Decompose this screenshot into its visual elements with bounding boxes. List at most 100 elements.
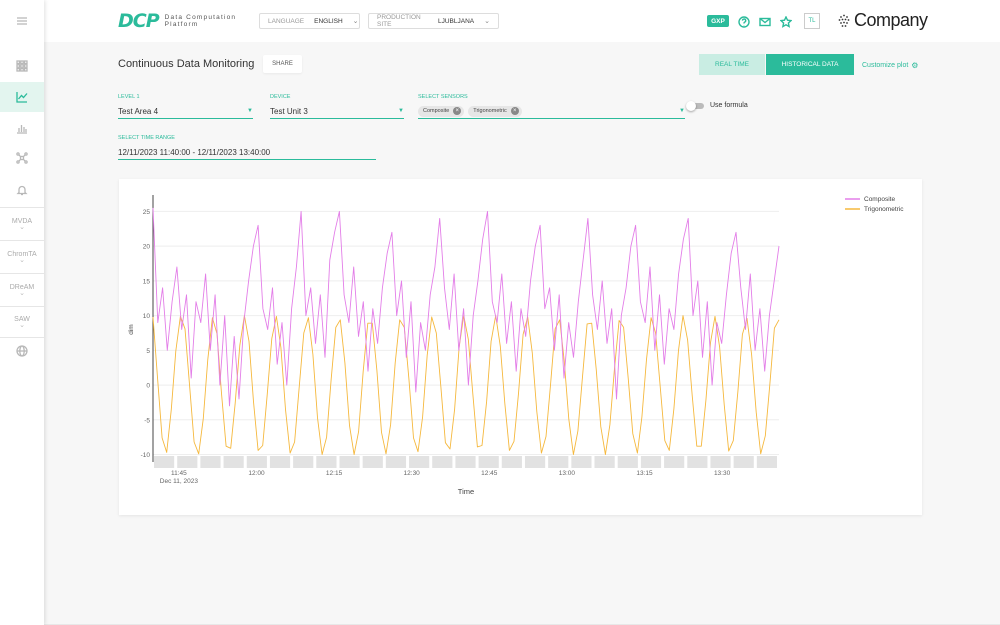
sensor-chip-label: Composite [423,108,450,114]
sidebar-item-label: ChromTA [7,250,37,258]
toggle-knob [686,100,696,111]
page-title: Continuous Data Monitoring [118,58,255,70]
molecule-icon[interactable] [0,147,44,169]
range-slider-segment[interactable] [455,456,476,468]
logo-line-1: Data Computation [164,14,237,21]
sidebar: MVDA ⌄ ChromTA ⌄ DReAM ⌄ SAW ⌄ [0,0,44,625]
production-site-label: PRODUCTION SITE [377,14,421,28]
language-select[interactable]: LANGUAGE ENGLISH ⌄ [259,13,360,29]
sensor-chip-composite[interactable]: Composite × [418,105,465,117]
range-slider-segment[interactable] [501,456,522,468]
device-label: DEVICE [270,94,291,100]
y-tick-label: 20 [143,244,151,251]
tab-historical-data[interactable]: HISTORICAL DATA [766,54,854,75]
sidebar-item-saw[interactable]: SAW ⌄ [0,311,44,333]
star-icon[interactable] [779,15,793,28]
range-slider-segment[interactable] [617,456,638,468]
range-slider-segment[interactable] [362,456,383,468]
sensors-label: SELECT SENSORS [418,94,468,100]
y-axis-label: dim [128,324,135,334]
mail-icon[interactable] [759,15,771,27]
range-slider-segment[interactable] [756,456,777,468]
share-button[interactable]: SHARE [263,55,302,73]
use-formula-label: Use formula [710,102,748,109]
sidebar-item-label: MVDA [11,217,33,225]
app-logo[interactable]: DCP Data Computation Platform [118,10,236,32]
range-slider-segment[interactable] [246,456,267,468]
language-label: LANGUAGE [268,17,305,25]
production-site-value: LJUBLJANA [438,17,475,25]
sidebar-item-mvda[interactable]: MVDA ⌄ [0,213,44,235]
level1-select[interactable]: Test Area 4 ▼ [118,104,253,119]
sidebar-item-dream[interactable]: DReAM ⌄ [0,279,44,301]
range-slider-segment[interactable] [687,456,708,468]
sidebar-divider [0,273,44,274]
sensor-chip-label: Trigonometric [473,108,507,114]
range-slider-segment[interactable] [177,456,198,468]
range-slider-segment[interactable] [432,456,453,468]
range-slider-segment[interactable] [664,456,685,468]
use-formula-toggle[interactable]: Use formula [686,100,748,111]
bar-chart-icon[interactable] [0,117,44,139]
level1-value: Test Area 4 [118,106,159,116]
y-tick-label: 15 [143,278,151,285]
sidebar-item-label: DReAM [9,283,35,291]
top-bar: DCP Data Computation Platform LANGUAGE E… [44,0,1000,42]
user-avatar[interactable]: TL [804,13,820,29]
sensor-chip-trigonometric[interactable]: Trigonometric × [468,105,522,117]
range-slider-segment[interactable] [548,456,569,468]
device-value: Test Unit 3 [270,106,308,116]
range-slider-segment[interactable] [339,456,360,468]
range-slider-segment[interactable] [223,456,244,468]
range-slider-segment[interactable] [571,456,592,468]
x-tick-label: 12:00 [248,470,265,477]
dropdown-arrow-icon: ▼ [398,108,404,114]
tab-real-time[interactable]: REAL TIME [699,54,765,75]
range-slider-segment[interactable] [293,456,314,468]
range-slider-segment[interactable] [640,456,662,468]
range-slider-segment[interactable] [316,456,337,468]
gxp-badge[interactable]: GXP [707,15,729,27]
x-tick-label: 13:00 [559,470,576,477]
chevron-down-icon: ⌄ [484,18,490,25]
device-select[interactable]: Test Unit 3 ▼ [270,104,404,119]
help-icon[interactable] [738,15,750,28]
x-tick-label: 12:45 [481,470,498,477]
chart-card: -10 -5 0 5 10 15 20 25 dim 11:45 12:00 12:15 12:30 12… [119,179,922,515]
range-slider-segment[interactable] [385,456,407,468]
range-slider-segment[interactable] [524,456,546,468]
range-slider-segment[interactable] [200,456,221,468]
close-icon[interactable]: × [510,107,519,115]
range-slider-segment[interactable] [594,456,615,468]
line-chart-icon[interactable] [0,82,44,112]
range-slider-segment[interactable] [269,456,291,468]
sensors-select[interactable]: Composite × Trigonometric × ▼ [418,104,685,119]
range-slider-segment[interactable] [710,456,731,468]
range-slider-segment[interactable] [154,456,175,468]
x-tick-label: 12:15 [326,470,343,477]
chevron-down-icon: ⌄ [19,256,25,264]
sidebar-divider [0,207,44,208]
customize-plot-button[interactable]: Customize plot ⚙ [862,61,918,70]
range-slider-segment[interactable] [409,456,430,468]
time-range-input[interactable]: 12/11/2023 11:40:00 - 12/11/2023 13:40:0… [118,145,376,160]
production-site-select[interactable]: PRODUCTION SITE LJUBLJANA ⌄ [368,13,499,29]
chevron-down-icon: ⌄ [352,18,359,25]
legend-entry[interactable]: Composite [864,196,895,203]
range-slider-segment[interactable] [478,456,499,468]
legend-entry[interactable]: Trigonometric [864,206,904,213]
sidebar-divider [0,240,44,241]
menu-icon[interactable] [0,10,44,32]
time-series-chart[interactable]: -10 -5 0 5 10 15 20 25 dim 11:45 12:00 12:15 12:30 12… [119,179,922,515]
globe-icon[interactable] [0,340,44,362]
sidebar-item-chromta[interactable]: ChromTA ⌄ [0,246,44,268]
company-logo: Company [837,10,928,31]
range-slider-segment[interactable] [733,456,754,468]
y-tick-label: -5 [144,417,150,424]
bell-icon[interactable] [0,179,44,201]
level1-label: LEVEL 1 [118,94,140,100]
sidebar-divider [0,306,44,307]
close-icon[interactable]: × [453,107,462,115]
y-tick-label: 10 [143,313,151,320]
grid-icon[interactable] [0,55,44,77]
